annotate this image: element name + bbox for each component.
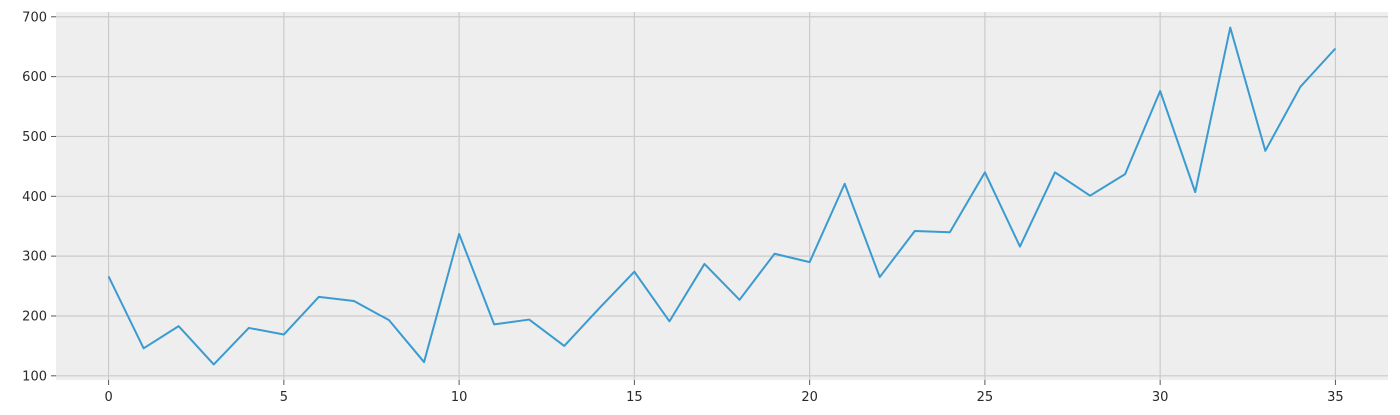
x-tick-label: 35 [1327, 390, 1344, 405]
y-axis-ticks: 100 200 300 400 500 600 700 [22, 10, 56, 384]
y-tick-label: 100 [22, 369, 47, 384]
y-tick-label: 500 [22, 130, 47, 145]
x-tick-label: 20 [801, 390, 818, 405]
series-layer [107, 26, 1337, 366]
x-tick-label: 15 [626, 390, 643, 405]
series-line-0 [107, 26, 1337, 366]
x-tick-label: 0 [104, 390, 112, 405]
y-tick-label: 700 [22, 10, 47, 25]
y-tick-label: 600 [22, 70, 47, 85]
x-tick-label: 5 [280, 390, 288, 405]
x-axis-ticks: 0 5 10 15 20 25 30 35 [104, 380, 1344, 405]
grid [56, 12, 1388, 380]
x-tick-label: 10 [451, 390, 468, 405]
x-tick-label: 30 [1152, 390, 1169, 405]
x-tick-label: 25 [977, 390, 994, 405]
y-tick-label: 300 [22, 250, 47, 265]
y-tick-label: 200 [22, 309, 47, 324]
y-tick-label: 400 [22, 190, 47, 205]
